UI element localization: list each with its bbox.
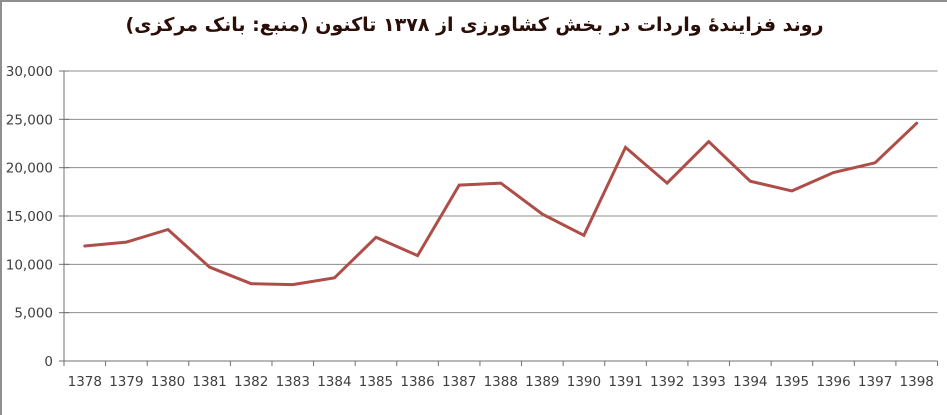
x-axis-label: 1398 <box>900 374 934 390</box>
imports-trend-line <box>83 121 919 287</box>
x-axis-label: 1386 <box>400 374 434 390</box>
x-axis-label: 1380 <box>151 374 185 390</box>
x-axis-label: 1378 <box>68 374 102 390</box>
y-axis-label: 0 <box>44 354 53 370</box>
x-axis-label: 1388 <box>484 374 518 390</box>
chart-title: روند فزایندهٔ واردات در بخش کشاورزی از ۱… <box>125 14 824 36</box>
x-axis-label: 1385 <box>359 374 393 390</box>
y-axis-label: 15,000 <box>6 209 53 225</box>
x-axis-label: 1383 <box>276 374 310 390</box>
y-axis-label: 5,000 <box>14 306 53 322</box>
x-axis-label: 1393 <box>692 374 726 390</box>
x-axis-label: 1395 <box>775 374 809 390</box>
x-axis-label: 1391 <box>608 374 642 390</box>
x-axis-label: 1379 <box>109 374 143 390</box>
x-axis-label: 1382 <box>234 374 268 390</box>
x-axis-label: 1396 <box>816 374 850 390</box>
x-axis-label: 1381 <box>192 374 226 390</box>
x-axis-label: 1397 <box>858 374 892 390</box>
x-axis-label: 1392 <box>650 374 684 390</box>
x-axis-label: 1384 <box>317 374 351 390</box>
x-axis-label: 1389 <box>525 374 559 390</box>
y-axis-label: 30,000 <box>6 64 53 80</box>
y-axis-label: 20,000 <box>6 161 53 177</box>
x-axis-label: 1387 <box>442 374 476 390</box>
x-axis-label: 1390 <box>567 374 601 390</box>
y-axis-label: 10,000 <box>6 257 53 273</box>
x-axis-label: 1394 <box>733 374 767 390</box>
y-axis-label: 25,000 <box>6 112 53 128</box>
